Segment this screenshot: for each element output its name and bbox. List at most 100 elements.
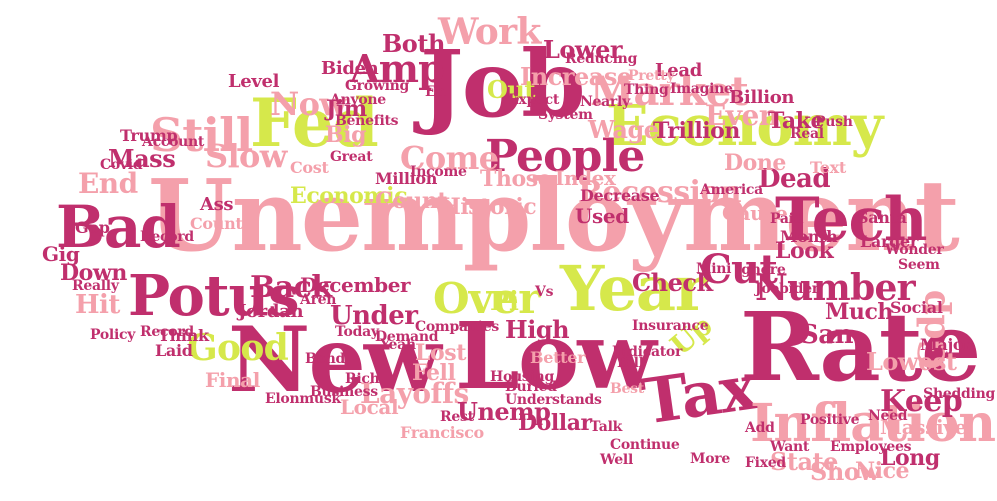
word: Jim: [326, 96, 367, 122]
word: Bill: [617, 355, 644, 371]
word: Amp: [350, 46, 445, 91]
word: Employees: [830, 439, 912, 455]
word: Housing: [490, 369, 554, 385]
word: Lost: [415, 340, 466, 366]
word: Need: [868, 408, 908, 424]
word: Wonder: [885, 242, 944, 258]
word: Add: [745, 420, 775, 436]
word: Nice: [855, 458, 910, 484]
word: Covid: [100, 157, 143, 173]
word: Trillion: [653, 118, 740, 144]
word: Reducing: [565, 51, 638, 67]
word: System: [538, 107, 593, 123]
word: Economic: [290, 183, 408, 209]
word: Final: [205, 368, 260, 392]
word: Demand: [375, 329, 439, 345]
word: Fixed: [745, 455, 786, 471]
word: Text: [810, 158, 846, 177]
word: December: [300, 273, 411, 297]
word: Income: [410, 164, 467, 180]
word: Good: [187, 327, 289, 369]
word: Come: [400, 139, 499, 177]
word: Layoffs: [360, 377, 469, 410]
word: Record: [140, 229, 194, 245]
word: Today: [335, 324, 379, 340]
word: Unemp: [457, 397, 551, 426]
word: Joebiden: [755, 281, 822, 297]
word: Insurance: [632, 318, 709, 334]
word: Increase: [520, 62, 632, 91]
word: Think: [158, 326, 209, 345]
word: Lowest: [866, 347, 957, 376]
word: Cause: [722, 201, 788, 225]
word: Over: [433, 274, 540, 323]
word: Nearly: [580, 94, 630, 110]
word: Laid: [155, 341, 193, 360]
word: Best: [610, 381, 644, 397]
word: Look: [775, 238, 834, 264]
word: Index: [555, 166, 616, 190]
word: America: [700, 182, 763, 198]
word: High: [505, 315, 570, 344]
word: Gop: [75, 218, 110, 237]
word: Long: [880, 445, 940, 471]
word: Benefits: [335, 113, 399, 129]
word: Mass: [108, 144, 176, 173]
word: Count: [375, 188, 448, 214]
word: Fed: [250, 84, 379, 162]
word: Jordan: [238, 301, 304, 322]
word: Rich: [345, 371, 380, 387]
word: Still: [150, 108, 253, 162]
word: Recession: [578, 175, 742, 210]
word: Really: [72, 278, 119, 294]
word: Pi: [490, 287, 519, 317]
word: Well: [600, 452, 634, 468]
word: Under: [330, 301, 418, 331]
word: Positive: [800, 412, 860, 428]
word: Much: [825, 299, 893, 325]
word: Record: [140, 324, 194, 340]
word: Dollar: [518, 410, 592, 436]
word: Seem: [898, 257, 940, 273]
word: Dead: [758, 164, 831, 194]
word: Even: [705, 99, 779, 132]
word: Bond: [305, 351, 346, 367]
word: Economy: [606, 93, 883, 159]
word: Yeah: [380, 337, 416, 353]
word: Companies: [415, 319, 499, 335]
word: More: [690, 451, 730, 467]
word: Tech: [775, 185, 927, 255]
word: Back: [250, 270, 332, 305]
word: Ignore: [735, 262, 786, 278]
word: Used: [575, 204, 629, 228]
word: Million: [375, 169, 438, 188]
word: Number: [755, 267, 916, 309]
word: San: [800, 320, 853, 350]
word: Check: [632, 268, 713, 297]
word: Hit: [75, 290, 120, 320]
word: Account: [142, 134, 205, 150]
word: Low: [455, 302, 657, 410]
word: Level: [228, 71, 280, 92]
word: Shedding: [923, 386, 995, 402]
word: Take: [768, 108, 825, 134]
word: Want: [770, 439, 810, 455]
word: Thing: [624, 82, 669, 98]
word: Santa: [857, 208, 907, 227]
word: Massive: [880, 415, 967, 439]
word: Policy: [90, 327, 136, 343]
word: Business: [310, 384, 378, 400]
word: Buried: [505, 379, 557, 395]
word: Month: [780, 227, 838, 246]
word: Push: [815, 114, 853, 130]
word: Great: [330, 149, 373, 165]
word: Francisco: [400, 423, 484, 442]
word: Anyone: [330, 92, 386, 108]
word: Now: [270, 85, 347, 123]
word: Rate: [740, 292, 981, 403]
word: Unemployment: [148, 159, 960, 274]
word: Lead: [655, 60, 702, 81]
word: Ass: [200, 194, 234, 215]
word: Show: [810, 457, 880, 486]
